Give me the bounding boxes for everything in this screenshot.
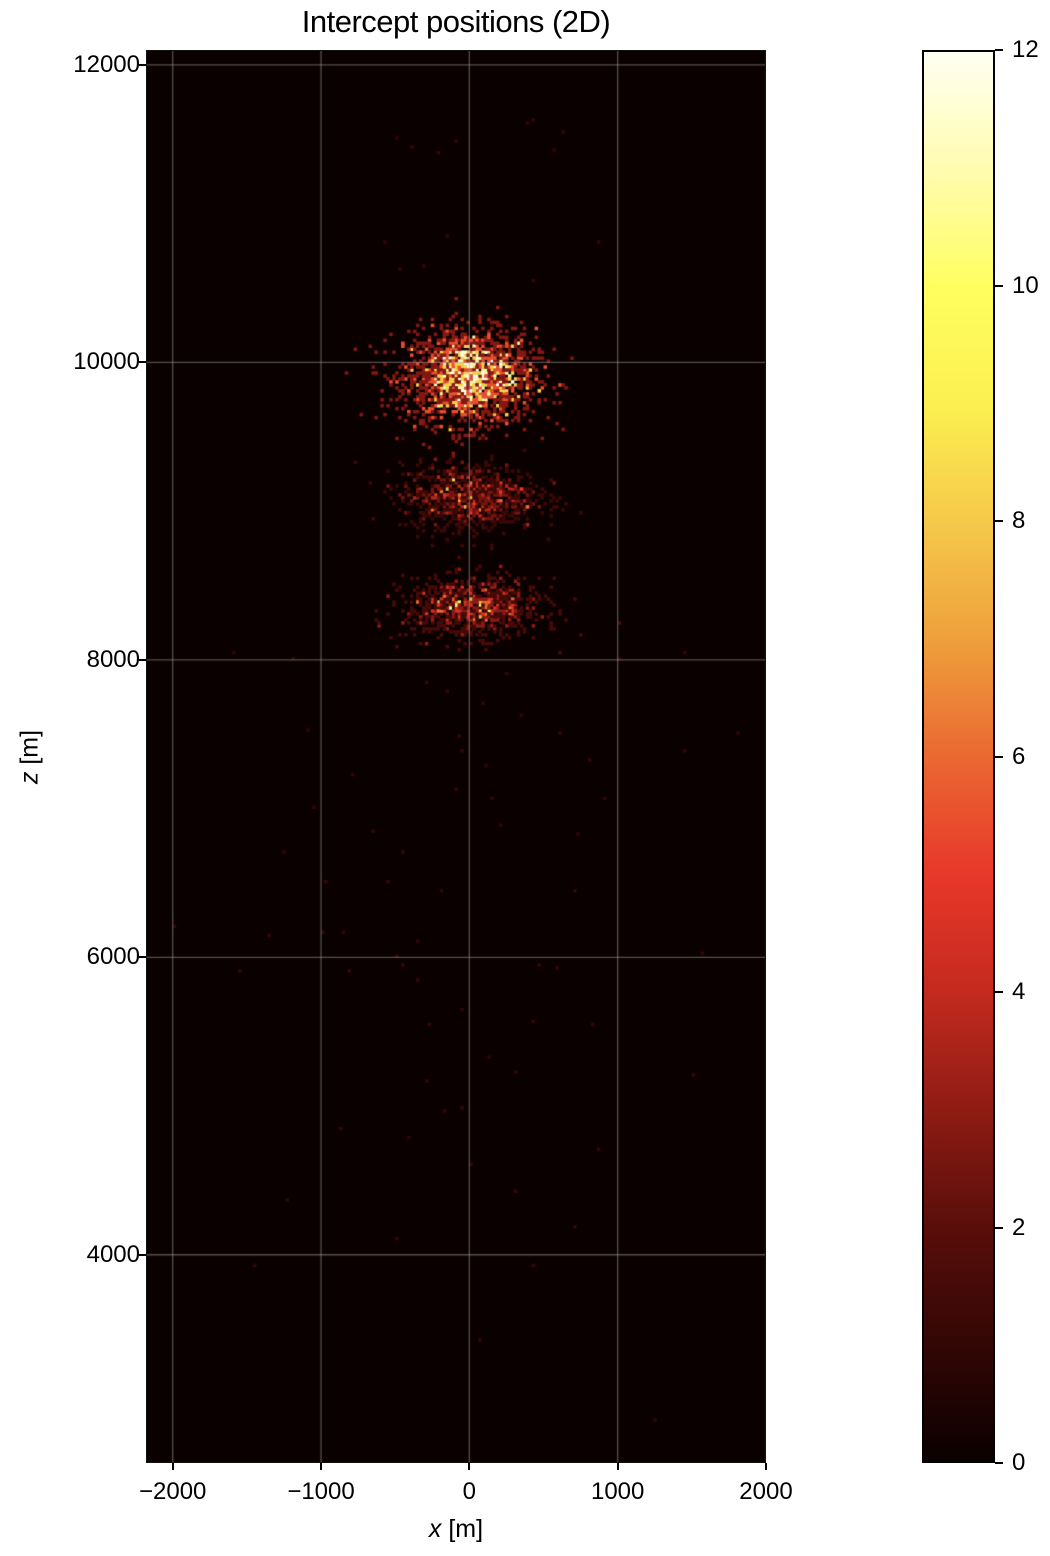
- x-tick-mark: [320, 1463, 323, 1470]
- colorbar-tick-mark: [995, 755, 1003, 758]
- y-axis-unit: [m]: [15, 729, 44, 772]
- x-tick-mark: [171, 1463, 174, 1470]
- colorbar-tick-label: 2: [1012, 1213, 1026, 1241]
- colorbar-tick-label: 12: [1012, 36, 1039, 63]
- y-axis-variable: z: [15, 771, 44, 785]
- y-tick-mark: [139, 658, 146, 661]
- heatmap-plot-area: [146, 50, 766, 1463]
- colorbar-tick-mark: [995, 284, 1003, 287]
- y-tick-label: 12000: [73, 50, 140, 78]
- x-tick-mark: [765, 1463, 767, 1470]
- colorbar-tick-mark: [995, 49, 1003, 51]
- colorbar-tick-mark: [995, 520, 1003, 522]
- y-tick-mark: [139, 361, 146, 364]
- y-tick-mark: [139, 956, 146, 959]
- colorbar: [922, 50, 995, 1463]
- colorbar-tick-mark: [995, 991, 1003, 993]
- x-axis-unit: [m]: [441, 1515, 484, 1543]
- colorbar-tick-label: 6: [1012, 742, 1026, 770]
- y-tick-mark: [139, 63, 146, 66]
- y-tick-label: 8000: [86, 645, 140, 673]
- colorbar-tick-label: 10: [1012, 271, 1039, 299]
- colorbar-tick-label: 8: [1012, 507, 1026, 534]
- x-axis-label: x [m]: [146, 1515, 766, 1544]
- y-tick-mark: [139, 1253, 146, 1256]
- y-tick-label: 10000: [73, 348, 140, 376]
- x-tick-mark: [616, 1463, 619, 1470]
- x-tick-label: 2000: [739, 1478, 793, 1505]
- colorbar-tick-mark: [995, 1462, 1003, 1464]
- colorbar-tick-label: 4: [1012, 978, 1026, 1005]
- y-tick-label: 6000: [86, 943, 140, 971]
- colorbar-tick-mark: [995, 1226, 1003, 1229]
- x-tick-mark: [468, 1463, 471, 1470]
- heatmap-canvas: [146, 50, 766, 1463]
- y-axis-label: z [m]: [16, 730, 45, 784]
- colorbar-tick-label: 0: [1012, 1449, 1026, 1476]
- x-tick-label: −1000: [287, 1478, 355, 1505]
- y-tick-label: 4000: [86, 1240, 140, 1268]
- x-tick-label: −2000: [138, 1478, 207, 1505]
- x-axis-variable: x: [428, 1515, 442, 1543]
- chart-title: Intercept positions (2D): [301, 4, 611, 39]
- x-tick-label: 1000: [590, 1478, 645, 1505]
- x-tick-label: 0: [462, 1478, 477, 1505]
